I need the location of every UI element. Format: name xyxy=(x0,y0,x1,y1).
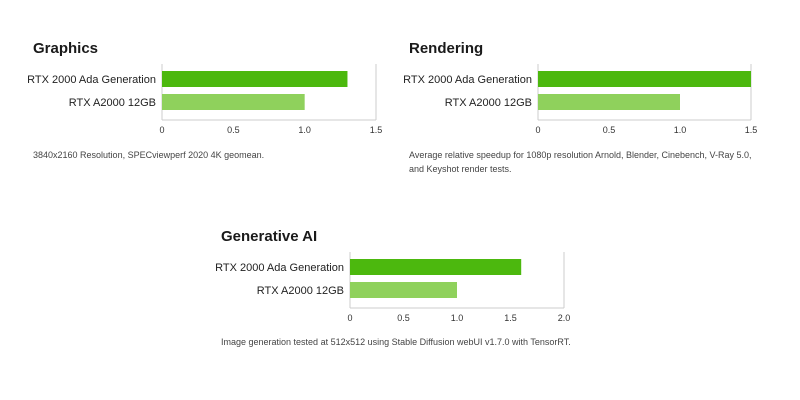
x-tick-label: 2.0 xyxy=(558,313,571,323)
chart-title: Generative AI xyxy=(221,228,318,245)
bar xyxy=(162,94,305,110)
bar xyxy=(162,71,348,87)
rendering-chart-panel: Rendering RTX 2000 Ada Generation RTX A20… xyxy=(403,40,779,180)
chart-caption: Image generation tested at 512x512 using… xyxy=(221,337,571,347)
chart-caption: Average relative speedup for 1080p resol… xyxy=(409,150,752,174)
x-tick-label: 0 xyxy=(159,125,164,135)
bar xyxy=(538,94,680,110)
generative-ai-chart-panel: Generative AI RTX 2000 Ada Generation RTX… xyxy=(215,228,581,358)
chart-title: Graphics xyxy=(33,40,99,57)
category-label: RTX A2000 12GB xyxy=(445,97,532,109)
x-tick-label: 1.0 xyxy=(674,125,687,135)
category-label: RTX A2000 12GB xyxy=(69,97,156,109)
rendering-bar-chart: RTX 2000 Ada Generation RTX A2000 12GB 0 0.… xyxy=(403,64,758,135)
category-label: RTX 2000 Ada Generation xyxy=(215,262,344,274)
category-label: RTX 2000 Ada Generation xyxy=(27,74,156,86)
chart-title: Rendering xyxy=(409,40,484,57)
bar xyxy=(350,259,522,275)
x-tick-label: 0.5 xyxy=(603,125,616,135)
chart-caption: 3840x2160 Resolution, SPECviewperf 2020 … xyxy=(33,150,265,160)
generative-ai-bar-chart: RTX 2000 Ada Generation RTX A2000 12GB 0 0.… xyxy=(215,252,571,323)
x-tick-label: 1.5 xyxy=(504,313,517,323)
graphics-bar-chart: RTX 2000 Ada Generation RTX A2000 12GB 0 0.… xyxy=(27,64,383,135)
x-tick-label: 0 xyxy=(347,313,352,323)
bar xyxy=(538,71,751,87)
graphics-chart-panel: Graphics RTX 2000 Ada Generation RTX A200… xyxy=(27,40,393,170)
x-tick-label: 0.5 xyxy=(397,313,410,323)
category-label: RTX A2000 12GB xyxy=(257,285,344,297)
x-tick-label: 1.0 xyxy=(298,125,311,135)
x-tick-label: 1.5 xyxy=(745,125,758,135)
x-tick-label: 0 xyxy=(535,125,540,135)
category-label: RTX 2000 Ada Generation xyxy=(403,74,532,86)
x-tick-label: 1.0 xyxy=(451,313,464,323)
bar xyxy=(350,282,457,298)
x-tick-label: 1.5 xyxy=(370,125,383,135)
x-tick-label: 0.5 xyxy=(227,125,240,135)
